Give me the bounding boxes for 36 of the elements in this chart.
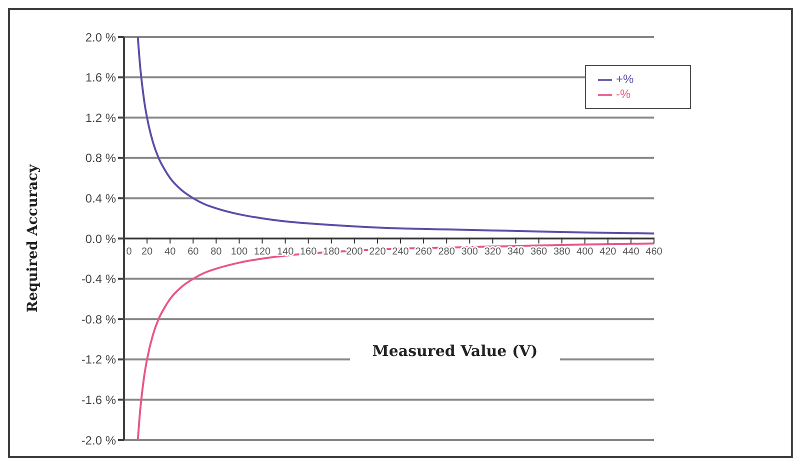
y-tick-label: 1.2 % <box>85 110 116 125</box>
x-axis-title: Measured Value (V) <box>350 340 560 362</box>
x-tick-label: 280 <box>438 246 456 258</box>
x-tick-label: 40 <box>164 246 176 258</box>
y-tick-label: 1.6 % <box>85 70 116 85</box>
y-tick-label: -2.0 % <box>81 433 116 448</box>
x-tick-label: 260 <box>415 246 432 258</box>
x-tick-label: 80 <box>210 246 222 258</box>
x-tick-label: 360 <box>530 246 548 258</box>
y-tick-label: -1.6 % <box>81 392 116 407</box>
x-tick-label: 300 <box>461 246 478 258</box>
y-tick-label: -0.8 % <box>81 312 116 326</box>
line-series <box>136 37 654 234</box>
x-tick-label: 400 <box>576 246 594 258</box>
y-tick-label: 2.0 % <box>85 30 116 44</box>
x-tick-label: 340 <box>507 246 525 258</box>
x-tick-label: 120 <box>254 246 272 258</box>
x-tick-label: 320 <box>484 246 502 258</box>
y-axis-title: Required Accuracy <box>24 164 41 312</box>
x-tick-label: 380 <box>553 246 571 258</box>
x-tick-label: 60 <box>188 246 200 258</box>
y-tick-label: -0.4 % <box>81 272 116 286</box>
y-tick-label: -1.2 % <box>81 352 116 367</box>
y-tick-label: 0.8 % <box>85 151 116 166</box>
legend-label: +% <box>616 72 634 86</box>
x-tick-label: 20 <box>141 246 154 258</box>
x-tick-label: 420 <box>600 246 617 258</box>
x-tick-label: 100 <box>230 246 248 258</box>
x-tick-label: 460 <box>646 246 663 258</box>
legend-label: -% <box>616 86 631 101</box>
x-tick-label: 0 <box>126 246 132 258</box>
x-tick-label: 440 <box>622 246 640 258</box>
x-tick-label: 140 <box>276 246 294 258</box>
y-tick-label: 0.4 % <box>85 191 116 206</box>
x-tick-label: 240 <box>392 246 410 258</box>
y-tick-label: 0.0 % <box>85 232 116 246</box>
